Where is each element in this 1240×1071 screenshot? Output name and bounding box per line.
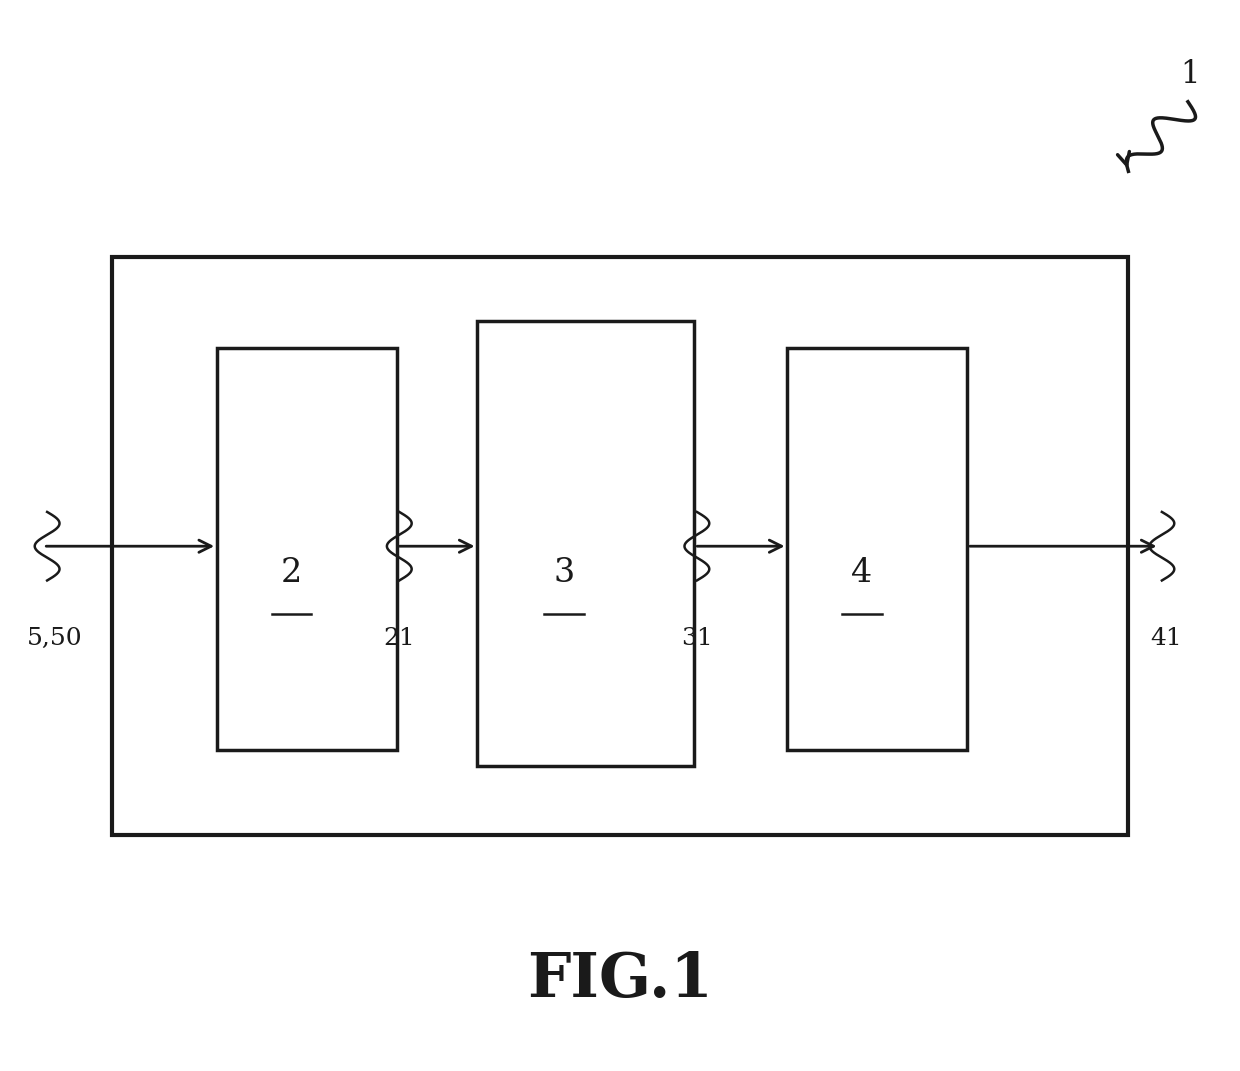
- Text: 31: 31: [681, 627, 713, 649]
- Text: 5,50: 5,50: [27, 627, 82, 649]
- Bar: [477, 321, 694, 766]
- Bar: [787, 348, 967, 750]
- Text: 2: 2: [280, 557, 303, 589]
- Text: 41: 41: [1149, 627, 1182, 649]
- Bar: [217, 348, 397, 750]
- Text: 3: 3: [553, 557, 575, 589]
- Text: 4: 4: [851, 557, 873, 589]
- Text: 1: 1: [1180, 60, 1200, 90]
- Bar: [112, 257, 1128, 835]
- Text: 21: 21: [383, 627, 415, 649]
- Text: FIG.1: FIG.1: [527, 950, 713, 1010]
